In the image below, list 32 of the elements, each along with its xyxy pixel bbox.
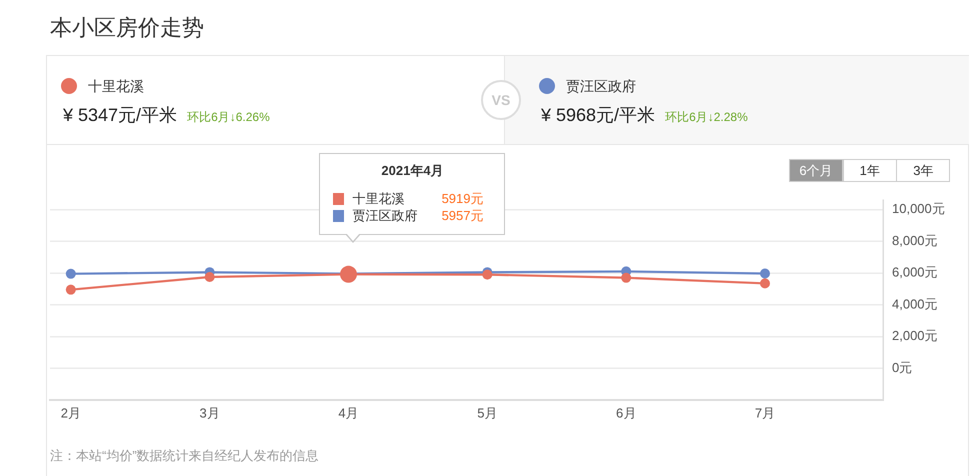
x-tick-label: 3月 [200, 405, 220, 420]
text: 注：本站“均价”数据统计来自经纪人发布的信息 [50, 447, 319, 465]
x-tick-label: 6月 [616, 405, 636, 420]
point [204, 272, 215, 282]
legend-label: 贾汪区政府 [352, 208, 418, 224]
point [621, 272, 632, 283]
text: ¥ 5968元/平米 [541, 104, 656, 127]
x-tick-label: 4月 [338, 405, 359, 420]
text: 贾汪区政府 [566, 78, 636, 94]
point [482, 270, 492, 280]
x-tick-label: 5月 [477, 405, 498, 420]
annotation: 5957元 [442, 208, 484, 224]
annotation: 5919元 [442, 191, 484, 207]
text: ¥ 5347元/平米 [63, 104, 178, 127]
x-tick-label: 7月 [754, 405, 776, 420]
point [760, 278, 770, 288]
legend-label: 十里花溪 [352, 191, 404, 207]
chart-title: 本小区房价走势 [50, 14, 204, 42]
y-tick-label: 6,000元 [892, 264, 938, 280]
x-tick-label: 2月 [60, 405, 81, 420]
point [760, 268, 770, 279]
point [66, 268, 76, 279]
text: 十里花溪 [88, 78, 144, 94]
y-tick-label: 0元 [892, 360, 912, 375]
y-tick-label: 10,000元 [892, 201, 945, 216]
y-tick-label: 2,000元 [892, 328, 938, 344]
point [66, 284, 76, 295]
text: 2021年4月 [380, 162, 445, 180]
y-tick-label: 8,000元 [892, 232, 938, 248]
y-tick-label: 4,000元 [892, 296, 938, 312]
text: 环比6月↓6.26% [187, 109, 270, 126]
text: 环比6月↓2.28% [665, 109, 748, 126]
